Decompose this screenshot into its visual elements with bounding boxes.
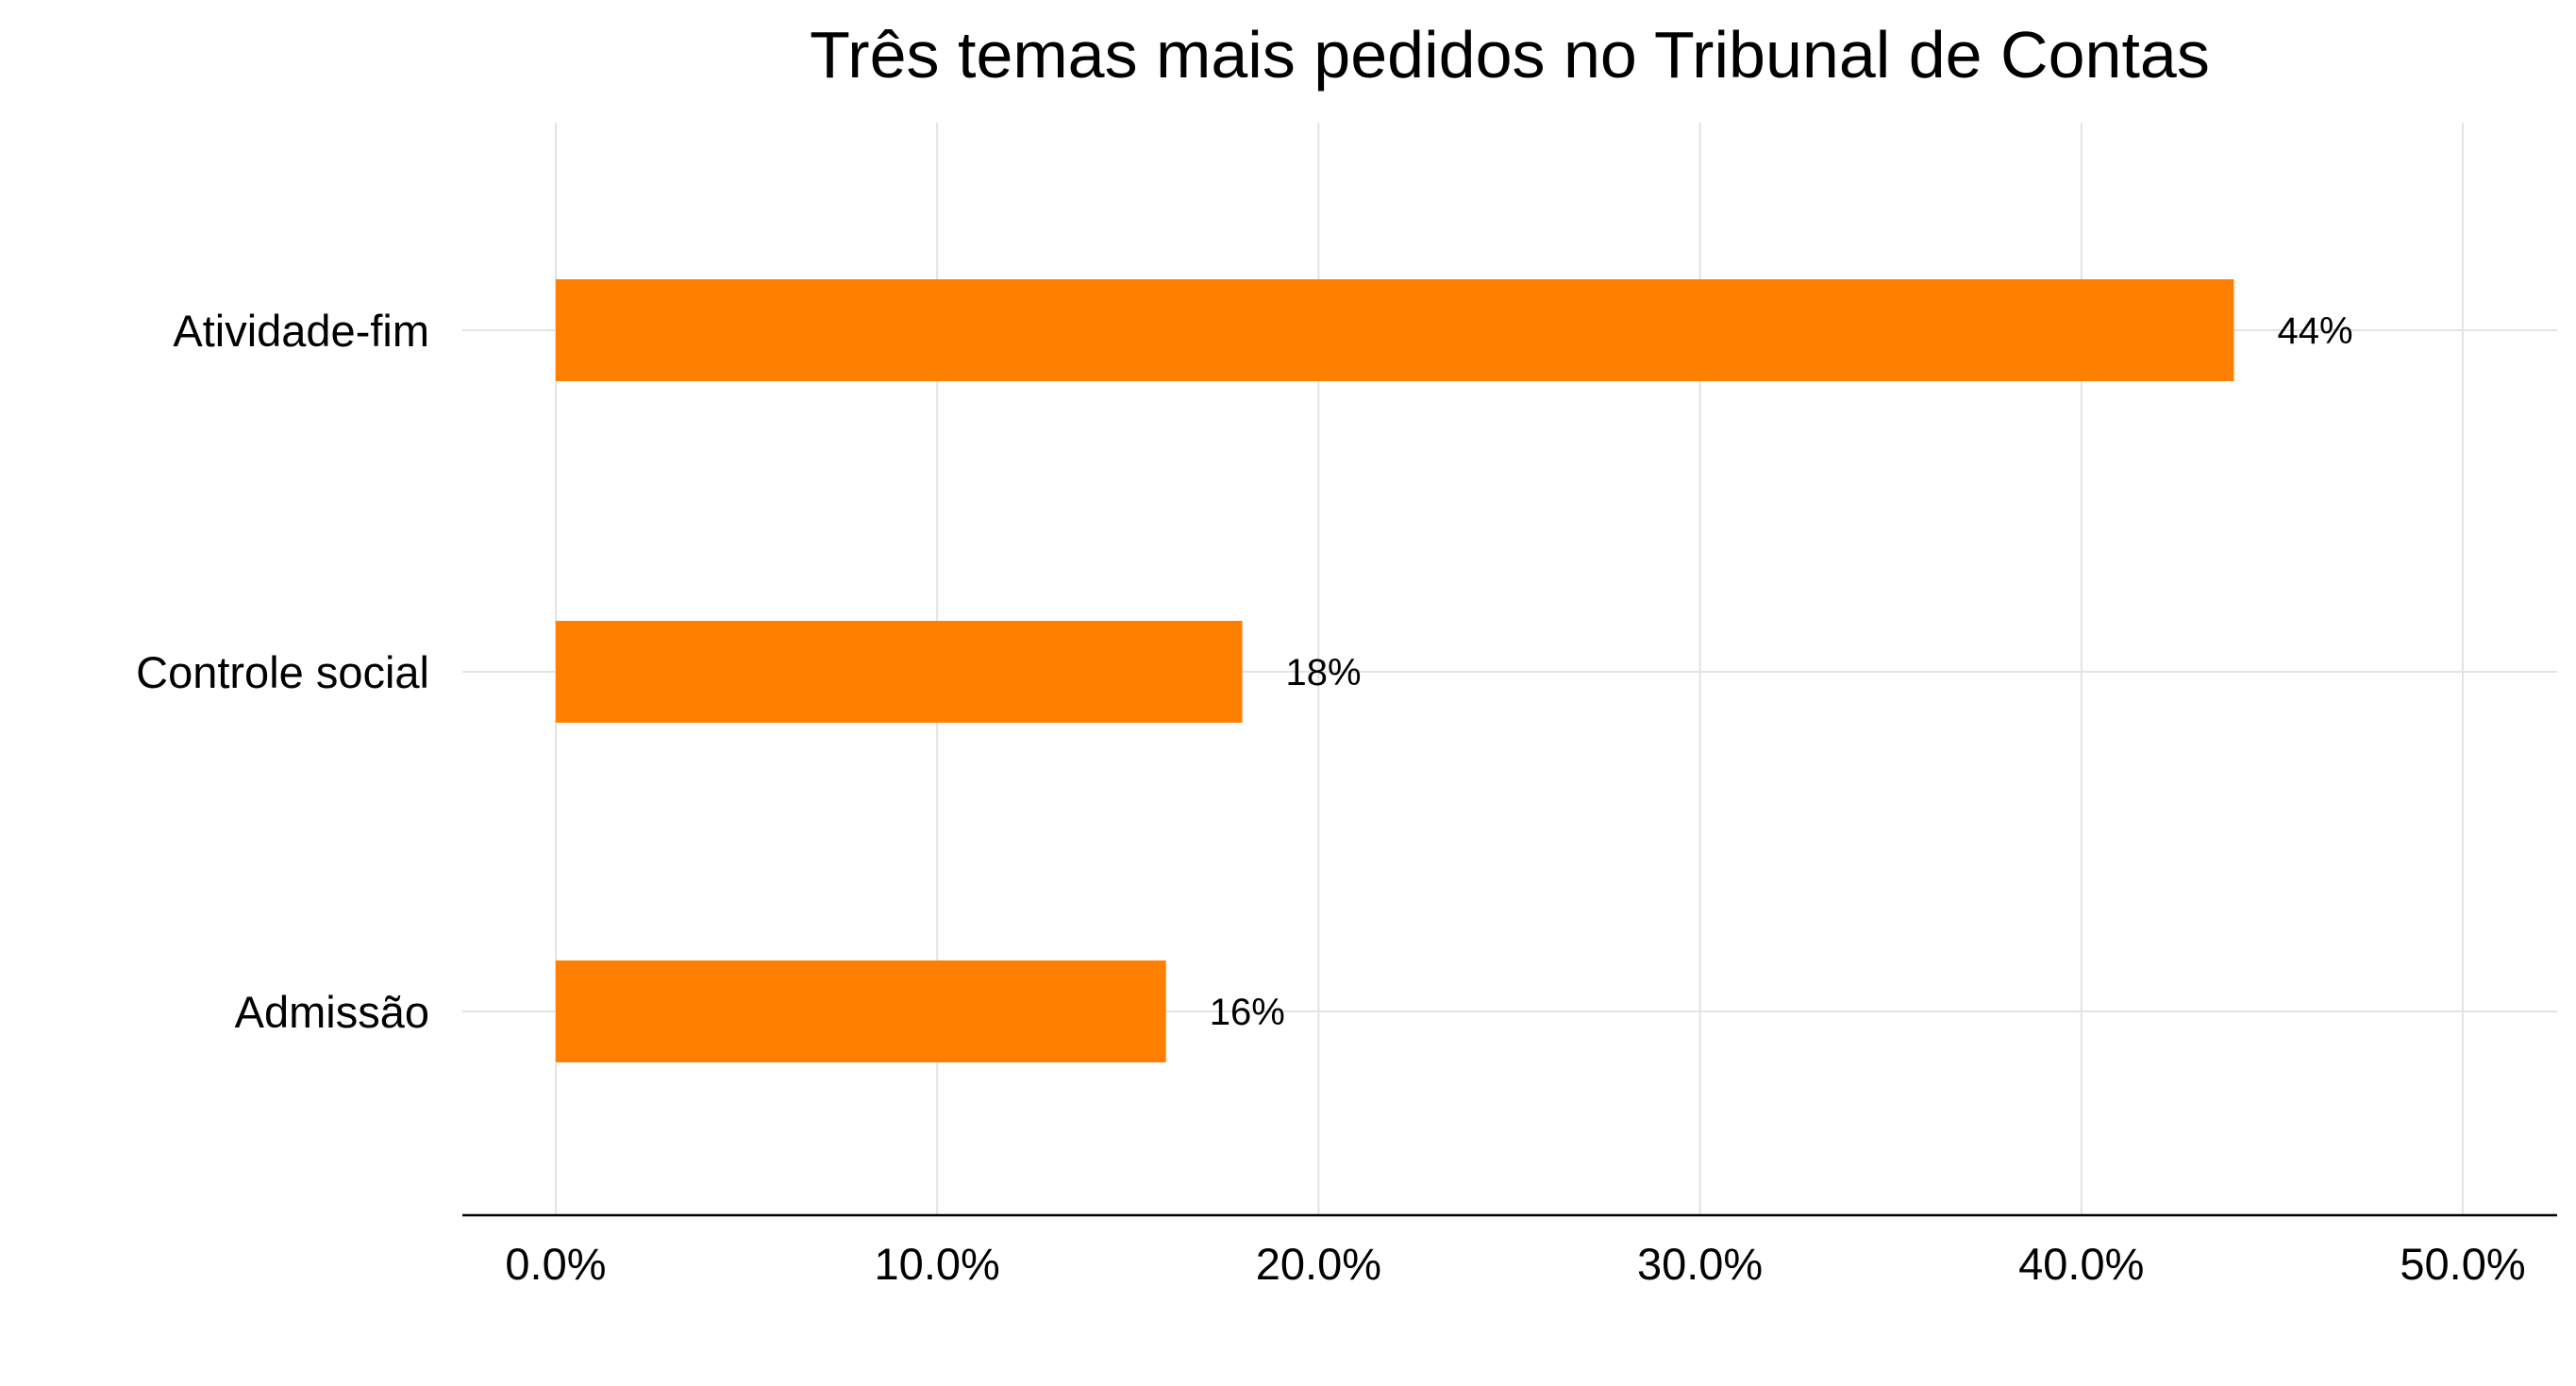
data-label-0: 44% xyxy=(2277,310,2352,352)
x-tick-label-3: 30.0% xyxy=(1637,1239,1763,1289)
y-tick-label-1: Controle social xyxy=(136,647,429,697)
x-axis-tick-labels: 0.0% 10.0% 20.0% 30.0% 40.0% 50.0% xyxy=(505,1239,2525,1289)
y-axis-tick-labels: Atividade-fim Controle social Admissão xyxy=(136,306,429,1037)
x-tick-label-0: 0.0% xyxy=(505,1239,606,1289)
x-tick-label-4: 40.0% xyxy=(2018,1239,2144,1289)
y-tick-label-2: Admissão xyxy=(235,987,429,1037)
bar-0 xyxy=(556,279,2234,381)
y-tick-label-0: Atividade-fim xyxy=(173,306,429,356)
bar-1 xyxy=(556,621,1243,723)
x-tick-label-2: 20.0% xyxy=(1256,1239,1381,1289)
x-tick-label-5: 50.0% xyxy=(2400,1239,2525,1289)
bars xyxy=(556,279,2234,1062)
data-labels: 44% 18% 16% xyxy=(1210,310,2353,1033)
data-label-2: 16% xyxy=(1210,992,1285,1033)
chart-title: Três temas mais pedidos no Tribunal de C… xyxy=(810,18,2210,92)
bar-2 xyxy=(556,960,1166,1062)
data-label-1: 18% xyxy=(1286,652,1362,693)
x-tick-label-1: 10.0% xyxy=(875,1239,1000,1289)
